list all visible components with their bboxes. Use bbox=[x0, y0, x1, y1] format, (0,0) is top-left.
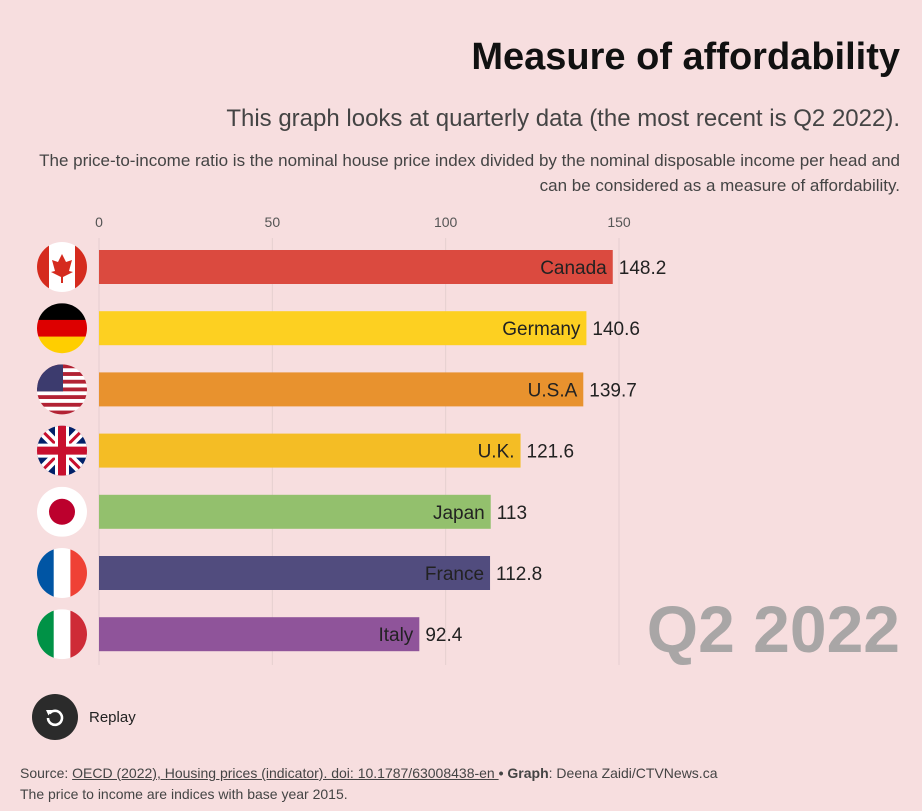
replay-icon[interactable] bbox=[32, 694, 78, 740]
chart-subtitle: This graph looks at quarterly data (the … bbox=[226, 105, 900, 132]
bar-italy bbox=[99, 617, 420, 652]
bar-germany bbox=[99, 311, 587, 346]
flag-stripe bbox=[37, 399, 87, 404]
flag-stripe bbox=[70, 609, 87, 660]
bar-value-label: 139.7 bbox=[589, 380, 637, 401]
graph-credit: : Deena Zaidi/CTVNews.ca bbox=[548, 765, 718, 781]
chart-title: Measure of affordability bbox=[471, 36, 900, 78]
flag-stripe bbox=[37, 609, 54, 660]
bar-value-label: 140.6 bbox=[592, 319, 640, 340]
bar-value-label: 112.8 bbox=[496, 564, 542, 585]
flag-stripe bbox=[37, 548, 54, 598]
flag-stripe bbox=[37, 406, 87, 411]
bar-usa bbox=[99, 372, 584, 407]
italy-flag-icon bbox=[37, 609, 87, 660]
bar-row: Italy 92.4 bbox=[37, 609, 463, 660]
bar-category-label: U.K. bbox=[478, 442, 515, 463]
bar-category-label: Canada bbox=[540, 258, 607, 279]
flag-part bbox=[37, 425, 87, 476]
bar-canada bbox=[99, 250, 613, 284]
bar-japan bbox=[99, 494, 491, 529]
flag-stripe bbox=[37, 395, 87, 400]
bar-row: France 112.8 bbox=[37, 548, 542, 598]
flag-stripe bbox=[37, 410, 87, 415]
bar-row: U.K. 121.6 bbox=[37, 425, 575, 476]
bar-uk bbox=[99, 433, 521, 468]
footer: Source: OECD (2022), Housing prices (ind… bbox=[20, 763, 717, 805]
x-tick-label: 0 bbox=[95, 214, 103, 230]
graph-label: Graph bbox=[507, 765, 549, 781]
replay-label: Replay bbox=[89, 708, 136, 726]
source-prefix: Source: bbox=[20, 765, 73, 781]
uk-flag-icon bbox=[37, 425, 87, 476]
japan-flag-icon bbox=[37, 486, 87, 537]
flag-part bbox=[37, 242, 49, 292]
bar-value-label: 121.6 bbox=[527, 442, 575, 463]
x-tick-label: 50 bbox=[265, 214, 281, 230]
bar-row: Japan 113 bbox=[37, 486, 527, 537]
separator: • bbox=[498, 765, 508, 781]
source-link[interactable]: OECD (2022), Housing prices (indicator).… bbox=[72, 765, 499, 781]
footer-note: The price to income are indices with bas… bbox=[20, 786, 348, 802]
flag-stripe bbox=[37, 402, 87, 408]
canada-flag-icon bbox=[37, 242, 87, 292]
bar-france bbox=[99, 556, 491, 590]
bar-category-label: Italy bbox=[378, 625, 413, 646]
flag-disc bbox=[49, 498, 75, 525]
flag-stripe bbox=[37, 391, 87, 396]
bar-row: Canada 148.2 bbox=[37, 242, 666, 292]
france-flag-icon bbox=[37, 548, 87, 598]
bar-category-label: Japan bbox=[433, 503, 485, 524]
bar-value-label: 148.2 bbox=[619, 258, 667, 279]
usa-flag-icon bbox=[37, 364, 87, 415]
bar-value-label: 113 bbox=[497, 503, 527, 524]
flag-stripe bbox=[53, 548, 71, 598]
bar-category-label: Germany bbox=[502, 319, 581, 340]
bar-category-label: France bbox=[425, 564, 484, 585]
bar-row: Germany 140.6 bbox=[37, 303, 640, 354]
flag-stripe bbox=[37, 319, 87, 337]
germany-flag-icon bbox=[37, 303, 87, 354]
x-tick-label: 150 bbox=[607, 214, 631, 230]
bar-category-label: U.S.A bbox=[528, 380, 578, 401]
period-label: Q2 2022 bbox=[647, 592, 900, 666]
flag-canton bbox=[37, 364, 63, 392]
bar-chart: 0 50 100 150 Q2 2022 Canada 148.2 Germany 140.6 U… bbox=[37, 214, 900, 666]
flag-stripe bbox=[37, 336, 87, 354]
bar-value-label: 92.4 bbox=[425, 625, 462, 646]
chart-description: The price-to-income ratio is the nominal… bbox=[39, 151, 900, 195]
flag-stripe bbox=[37, 303, 87, 321]
maple-leaf bbox=[51, 254, 73, 283]
flag-stripe bbox=[53, 609, 71, 660]
bar-row: U.S.A 139.7 bbox=[37, 364, 637, 415]
replay-button[interactable]: Replay bbox=[32, 694, 136, 740]
flag-part bbox=[75, 242, 87, 292]
x-tick-label: 100 bbox=[434, 214, 458, 230]
flag-stripe bbox=[70, 548, 87, 598]
